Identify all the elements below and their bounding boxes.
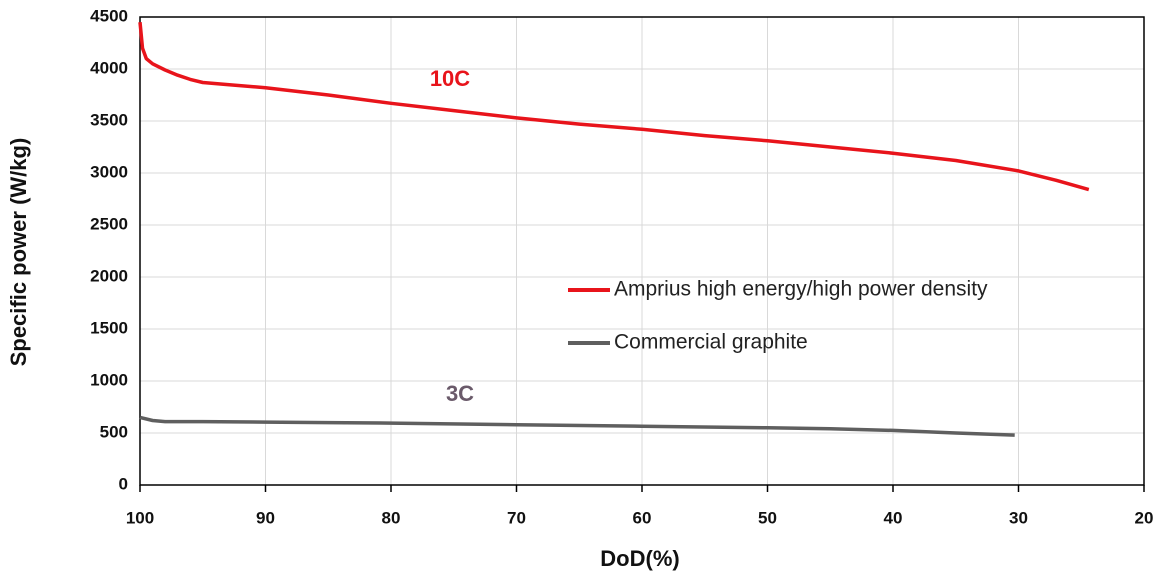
y-tick-label: 1500	[90, 318, 128, 337]
x-tick-label: 60	[633, 508, 652, 527]
x-tick-label: 100	[126, 508, 154, 527]
x-tick-label: 20	[1135, 508, 1154, 527]
x-tick-label: 70	[507, 508, 526, 527]
y-tick-label: 2500	[90, 214, 128, 233]
y-tick-label: 1000	[90, 370, 128, 389]
series-line	[138, 22, 1090, 192]
legend-label: Commercial graphite	[614, 331, 808, 354]
x-tick-label: 30	[1009, 508, 1028, 527]
y-tick-label: 3500	[90, 110, 128, 129]
x-tick-label: 40	[884, 508, 903, 527]
y-tick-label: 3000	[90, 162, 128, 181]
x-tick-label: 50	[758, 508, 777, 527]
series-line	[139, 415, 1015, 437]
plot-frame	[139, 16, 1145, 486]
y-tick-label: 2000	[90, 266, 128, 285]
y-tick-label: 4000	[90, 58, 128, 77]
annotation: 10C	[430, 66, 470, 91]
legend-label: Amprius high energy/high power density	[614, 278, 988, 301]
y-axis-title: Specific power (W/kg)	[6, 138, 31, 367]
x-axis-title: DoD(%)	[600, 546, 679, 571]
x-tick-label: 90	[256, 508, 275, 527]
x-tick-label: 80	[382, 508, 401, 527]
y-tick-label: 500	[100, 422, 128, 441]
annotation: 3C	[446, 381, 474, 406]
y-tick-label: 0	[119, 474, 128, 493]
y-tick-label: 4500	[90, 6, 128, 25]
